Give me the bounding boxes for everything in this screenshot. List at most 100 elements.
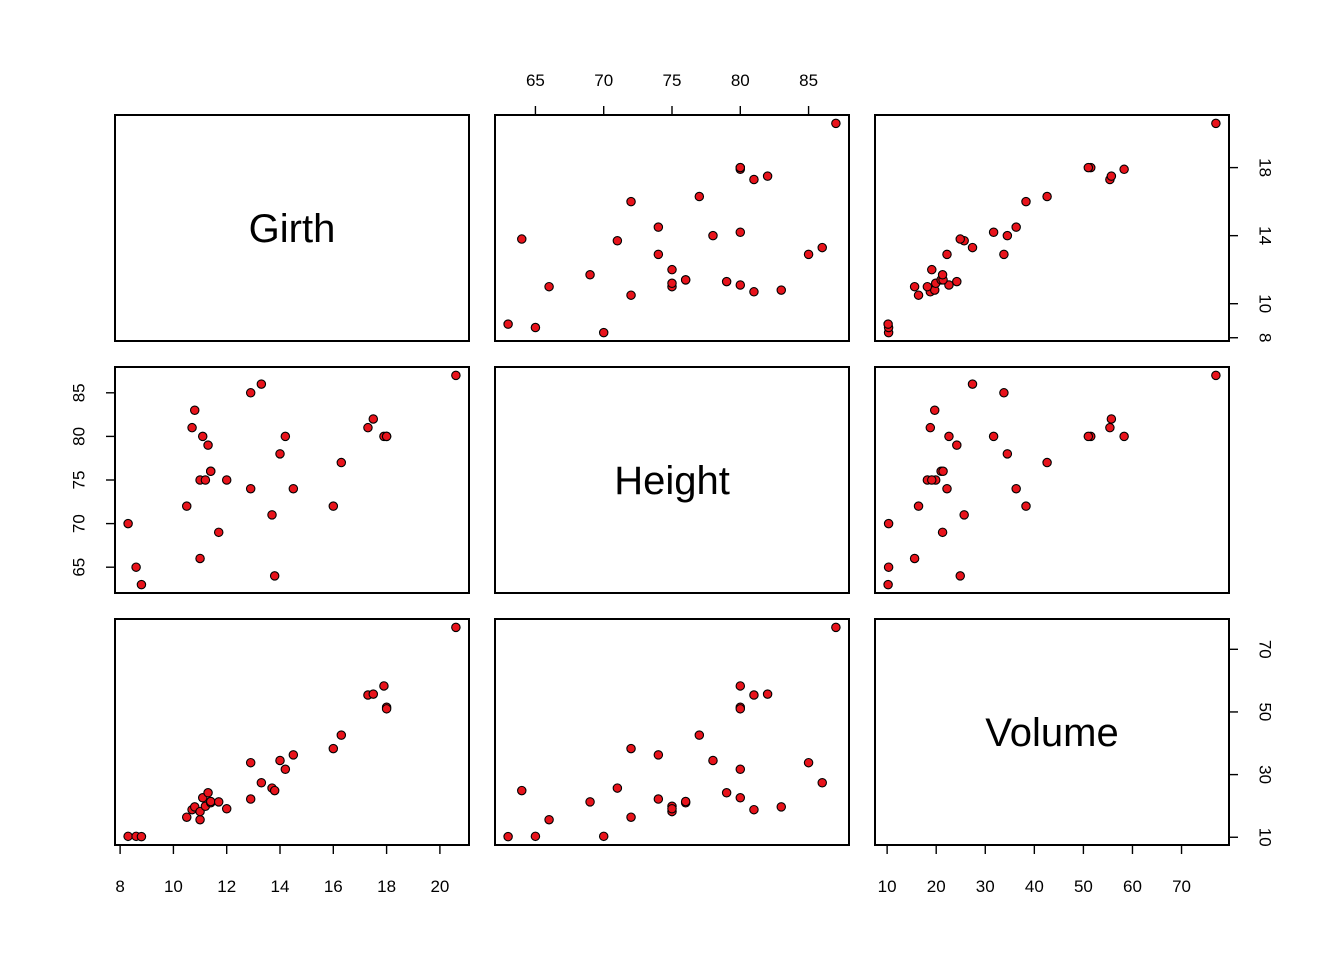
point-height-vs-girth-1 (131, 562, 141, 572)
point-height-vs-girth-18 (267, 510, 277, 520)
panel-volume-vs-height (494, 618, 850, 846)
point-girth-vs-volume-7 (922, 281, 933, 292)
point-height-vs-girth-15 (245, 483, 256, 494)
point-volume-vs-height-21 (735, 764, 746, 775)
point-height-vs-girth-23 (328, 501, 339, 511)
axis-left-height: 65 70 75 80 85 (70, 383, 116, 577)
axis-bottom-volume-tick-label: 70 (1172, 877, 1191, 896)
point-height-vs-girth-3 (181, 501, 192, 511)
point-height-vs-volume-17 (967, 379, 978, 389)
point-volume-vs-height-4 (749, 804, 759, 815)
point-height-vs-volume-1 (883, 562, 894, 572)
point-girth-vs-height-24 (694, 191, 705, 202)
axis-right-girth-tick-label: 14 (1256, 226, 1275, 245)
point-girth-vs-height-19 (517, 234, 527, 244)
axis-bottom-volume-tick-label: 40 (1025, 877, 1044, 896)
point-height-vs-girth-9 (200, 475, 211, 485)
point-volume-vs-height-20 (708, 755, 718, 766)
point-girth-vs-height-8 (735, 280, 746, 290)
point-girth-vs-volume-19 (955, 234, 965, 244)
point-height-vs-girth-6 (195, 553, 205, 564)
axis-right-girth-tick-label: 8 (1256, 333, 1275, 342)
axis-right-girth: 8 10 14 18 (1228, 158, 1275, 342)
point-volume-vs-girth-0 (123, 831, 133, 842)
point-volume-vs-girth-3 (181, 812, 192, 822)
point-volume-vs-girth-22 (288, 750, 299, 760)
point-volume-vs-height-19 (517, 785, 527, 796)
axis-right-volume: 10 30 50 70 (1228, 640, 1275, 847)
point-height-vs-girth-16 (245, 388, 256, 398)
point-volume-vs-girth-19 (269, 785, 280, 796)
point-volume-vs-height-15 (653, 794, 664, 804)
axis-right-volume-tick-label: 30 (1256, 765, 1275, 784)
point-girth-vs-volume-13 (937, 270, 948, 280)
point-girth-vs-height-13 (585, 270, 595, 280)
variable-label-height: Height (614, 459, 730, 503)
axis-left-height-tick-label: 70 (70, 514, 89, 533)
point-height-vs-girth-13 (213, 527, 224, 538)
axis-bottom-girth-tick-label: 12 (217, 877, 236, 896)
point-volume-vs-height-22 (653, 750, 664, 760)
point-volume-vs-height-25 (749, 690, 759, 700)
point-girth-vs-height-23 (626, 196, 636, 207)
point-volume-vs-girth-13 (213, 797, 224, 807)
point-volume-vs-height-27 (735, 681, 746, 691)
panel-girth-vs-height (494, 114, 850, 342)
axis-left-height-tick-label: 80 (70, 427, 89, 446)
point-girth-vs-volume-21 (988, 227, 999, 238)
axis-bottom-volume: 10 20 30 40 50 60 70 (878, 844, 1191, 896)
point-height-vs-girth-12 (205, 466, 216, 477)
point-volume-vs-height-3 (626, 812, 636, 822)
axis-bottom-girth: 8 10 12 14 16 18 20 (115, 844, 449, 896)
point-volume-vs-height-5 (776, 802, 787, 812)
point-height-vs-girth-14 (221, 475, 232, 485)
panel-girth-vs-girth (114, 114, 470, 342)
point-girth-vs-height-9 (667, 278, 677, 289)
axis-bottom-volume-tick-label: 20 (927, 877, 946, 896)
point-volume-vs-height-10 (721, 788, 732, 798)
point-girth-vs-height-1 (530, 322, 541, 333)
point-volume-vs-height-29 (735, 704, 746, 714)
point-girth-vs-height-12 (680, 275, 691, 285)
axes: 8 10 12 14 16 18 20 10 20 30 40 50 60 70 65 70 75 80 85 65 7… (70, 71, 1275, 896)
point-volume-vs-girth-29 (381, 704, 392, 714)
point-volume-vs-girth-12 (205, 796, 216, 807)
point-height-vs-volume-2 (883, 579, 893, 590)
point-volume-vs-height-0 (598, 831, 609, 842)
point-height-vs-girth-10 (203, 440, 213, 450)
point-volume-vs-girth-23 (328, 743, 339, 754)
axis-bottom-volume-tick-label: 60 (1123, 877, 1142, 896)
point-height-vs-girth-26 (368, 414, 379, 424)
point-volume-vs-girth-30 (451, 622, 461, 633)
point-girth-vs-volume-3 (913, 290, 924, 300)
point-height-vs-volume-8 (944, 431, 954, 442)
point-height-vs-volume-20 (1002, 449, 1013, 459)
point-girth-vs-volume-15 (942, 249, 952, 260)
variable-label-girth: Girth (249, 207, 336, 251)
point-girth-vs-volume-20 (1002, 230, 1013, 241)
axis-bottom-girth-tick-label: 18 (377, 877, 396, 896)
axis-left-height-tick-label: 75 (70, 471, 89, 490)
point-height-vs-volume-10 (952, 440, 962, 450)
point-volume-vs-height-24 (694, 730, 705, 740)
point-volume-vs-girth-14 (221, 803, 232, 814)
point-girth-vs-volume-8 (944, 280, 954, 290)
point-height-vs-volume-16 (999, 388, 1009, 398)
point-volume-vs-girth-16 (245, 757, 256, 768)
point-girth-vs-volume-27 (1119, 164, 1129, 175)
point-girth-vs-height-4 (749, 287, 759, 297)
point-height-vs-girth-4 (187, 422, 197, 433)
point-girth-vs-volume-10 (952, 276, 962, 287)
axis-right-girth-tick-label: 10 (1256, 294, 1275, 313)
axis-left-height-tick-label: 65 (70, 558, 89, 577)
axis-right-volume-tick-label: 10 (1256, 828, 1275, 847)
point-volume-vs-height-2 (503, 831, 513, 842)
point-height-vs-volume-27 (1119, 431, 1129, 442)
axis-right-volume-tick-label: 70 (1256, 640, 1275, 659)
point-girth-vs-volume-29 (1083, 162, 1094, 173)
axis-right-volume-tick-label: 50 (1256, 702, 1275, 721)
point-girth-vs-height-16 (803, 249, 814, 260)
point-volume-vs-height-30 (831, 622, 841, 633)
point-girth-vs-height-17 (817, 242, 827, 253)
point-volume-vs-height-17 (817, 777, 827, 788)
